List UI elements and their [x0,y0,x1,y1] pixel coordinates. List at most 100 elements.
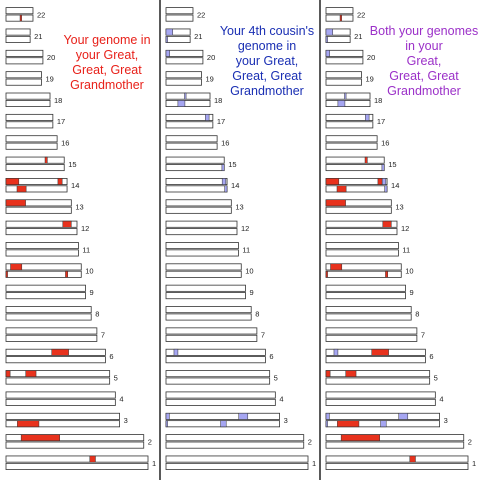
chromosome-label: 3 [124,416,128,425]
red-segment [20,434,60,442]
chromosome-bar [165,177,228,185]
chromosome-bar [325,14,354,22]
chromosome-bar [165,57,204,65]
red-segment [16,185,27,193]
chromosome-bar [325,7,354,15]
chromosome-label: 6 [109,352,113,361]
chromosome-label: 4 [119,395,123,404]
chromosome-11-panel-0: 11 [5,242,90,257]
chromosome-3-panel-2: 3 [325,412,448,428]
chromosome-bar [5,292,86,300]
chromosome-19-panel-0: 19 [5,71,54,86]
chromosome-bar [165,462,309,470]
chromosome-bar [5,242,79,250]
chromosome-bar [5,206,72,214]
chromosome-label: 1 [312,459,316,468]
blue-segment [384,185,388,193]
blue-segment [398,413,409,420]
chromosome-bar [325,270,402,278]
chromosome-label: 11 [82,245,90,254]
chromosome-bar [165,100,211,108]
chromosome-bar [165,263,242,271]
chromosome-label: 8 [415,309,419,318]
chromosome-label: 2 [468,437,472,446]
chromosome-label: 6 [269,352,273,361]
blue-segment [344,92,347,100]
chromosome-1-panel-0: 1 [5,455,156,470]
chromosome-5-panel-1: 5 [165,370,278,385]
chromosome-bar [5,412,120,420]
chromosome-bar [5,164,65,172]
chromosome-label: 5 [434,373,438,382]
red-segment [65,270,68,278]
chromosome-18-panel-2: 18 [325,92,382,108]
chromosome-9-panel-0: 9 [5,284,94,300]
chromosome-bar [165,441,305,449]
blue-segment [325,50,330,57]
chromosome-21-panel-2: 21 [325,28,362,43]
chromosome-bar [165,14,194,22]
chromosome-bar [165,121,214,129]
chromosome-bar [5,92,51,100]
red-segment [385,270,388,278]
blue-segment [381,164,385,171]
chromosome-bar [165,71,202,79]
chromosome-5-panel-2: 5 [325,370,438,385]
chromosome-bar [165,356,266,364]
chromosome-label: 15 [68,160,76,169]
chromosome-bar [5,249,79,257]
chromosome-label: 17 [217,117,225,126]
chromosome-label: 21 [34,32,42,41]
chromosome-label: 1 [472,459,476,468]
chromosome-bar [165,455,309,463]
chromosome-label: 14 [391,181,399,190]
chromosome-6-panel-0: 6 [5,348,114,364]
blue-segment [325,420,328,428]
chromosome-19-panel-2: 19 [325,71,374,86]
chromosome-label: 2 [308,437,312,446]
blue-segment [205,114,210,121]
chromosome-9-panel-1: 9 [165,284,254,300]
chromosome-bar [325,398,436,406]
red-segment [340,434,380,442]
chromosome-bar [5,156,65,164]
red-segment [325,178,340,185]
red-segment [25,370,37,377]
chromosome-label: 11 [402,245,410,254]
chromosome-bar [5,434,145,442]
chromosome-bar [5,78,42,86]
chromosome-bar [325,412,440,420]
chromosome-bar [5,327,98,335]
red-segment [19,14,22,22]
chromosome-bar [5,135,58,143]
chromosome-label: 12 [241,224,249,233]
chromosome-12-panel-2: 12 [325,220,409,236]
blue-segment [325,36,328,43]
chromosome-bar [325,35,351,43]
chromosome-bar [5,57,44,65]
chromosome-1-panel-1: 1 [165,455,316,470]
chromosome-bar [5,113,54,121]
chromosome-label: 22 [197,10,205,19]
blue-segment [165,413,170,420]
blue-segment [173,348,179,356]
chromosome-14-panel-0: 14 [5,177,79,193]
chromosome-label: 13 [395,203,403,212]
chromosome-9-panel-2: 9 [325,284,414,300]
chromosome-bar [325,313,412,321]
chromosome-label: 4 [279,395,283,404]
chromosome-bar [5,370,111,378]
chromosome-bar [5,263,82,271]
chromosome-17-panel-1: 17 [165,113,225,129]
chromosome-bar [5,185,68,193]
chromosome-bar [165,306,252,314]
chromosome-21-panel-1: 21 [165,28,202,43]
chromosome-label: 19 [206,74,214,83]
chromosome-bar [5,313,92,321]
chromosome-bar [165,398,276,406]
chromosome-22-panel-0: 22 [5,7,45,22]
chromosome-17-panel-0: 17 [5,113,65,129]
blue-segment [337,100,346,107]
chromosome-bar [325,228,398,236]
